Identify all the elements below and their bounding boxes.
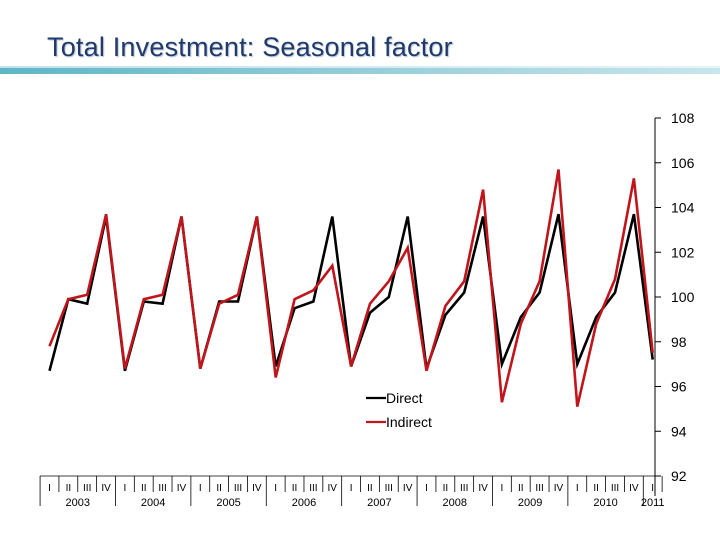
x-axis-quarter-label: III xyxy=(158,483,166,494)
x-axis-quarter-label: II xyxy=(141,483,147,494)
x-axis-quarter-label: I xyxy=(274,483,277,494)
x-axis-quarter-label: III xyxy=(309,483,317,494)
x-axis-quarter-label: IV xyxy=(629,483,639,494)
legend-label-indirect: Indirect xyxy=(386,414,432,430)
x-axis-quarter-label: I xyxy=(48,483,51,494)
x-axis-quarter-label: IV xyxy=(101,483,111,494)
y-axis-tick-label: 92 xyxy=(671,468,687,484)
x-axis-quarter-label: IV xyxy=(177,483,187,494)
x-axis-quarter-label: IV xyxy=(403,483,413,494)
x-axis-quarter-label: IV xyxy=(328,483,338,494)
x-axis-year-label: 2005 xyxy=(216,497,240,509)
y-axis-tick-label: 96 xyxy=(671,379,687,395)
x-axis-quarter-label: II xyxy=(216,483,222,494)
x-axis-quarter-label: I xyxy=(501,483,504,494)
x-axis-quarter-label: II xyxy=(443,483,449,494)
x-axis-quarter-label: I xyxy=(651,483,654,494)
x-axis-quarter-label: III xyxy=(385,483,393,494)
x-axis-quarter-label: III xyxy=(535,483,543,494)
x-axis-quarter-label: III xyxy=(460,483,468,494)
x-axis-year-label: 2007 xyxy=(367,497,391,509)
y-axis-tick-label: 102 xyxy=(671,244,695,260)
x-axis-year-label: 2006 xyxy=(292,497,316,509)
series-line-direct xyxy=(48,213,654,372)
x-axis-quarter-label: II xyxy=(292,483,298,494)
x-axis-quarter-label: III xyxy=(611,483,619,494)
x-axis-quarter-label: II xyxy=(367,483,373,494)
x-axis-year-label: 2004 xyxy=(141,497,165,509)
x-axis-quarter-label: II xyxy=(518,483,524,494)
x-axis-year-label: 2011 xyxy=(641,497,665,509)
y-axis-tick-label: 108 xyxy=(671,110,695,126)
y-axis-tick-label: 98 xyxy=(671,334,687,350)
x-axis-year-label: 2009 xyxy=(518,497,542,509)
x-axis-quarter-label: IV xyxy=(252,483,262,494)
legend-label-direct: Direct xyxy=(386,390,423,406)
x-axis-quarter-label: IV xyxy=(554,483,564,494)
x-axis-year-label: 2003 xyxy=(66,497,90,509)
y-axis-tick-label: 94 xyxy=(671,423,687,439)
x-axis-quarter-label: I xyxy=(199,483,202,494)
x-axis-year-label: 2008 xyxy=(443,497,467,509)
title-underline-highlight xyxy=(0,66,720,68)
x-axis-quarter-label: I xyxy=(124,483,127,494)
x-axis-quarter-label: IV xyxy=(478,483,488,494)
x-axis-quarter-label: II xyxy=(593,483,599,494)
series-line-indirect xyxy=(48,169,654,407)
x-axis-quarter-label: I xyxy=(425,483,428,494)
x-axis-quarter-label: III xyxy=(234,483,242,494)
y-axis-tick-label: 106 xyxy=(671,155,695,171)
x-axis-quarter-label: II xyxy=(66,483,72,494)
chart-title: Total Investment: Seasonal factor xyxy=(47,32,453,62)
x-axis-quarter-label: I xyxy=(350,483,353,494)
x-axis-quarter-label: III xyxy=(83,483,91,494)
y-axis-tick-label: 100 xyxy=(671,289,695,305)
title-underline-bar xyxy=(0,68,720,74)
x-axis-quarter-label: I xyxy=(576,483,579,494)
y-axis-tick-label: 104 xyxy=(671,200,695,216)
x-axis-year-label: 2010 xyxy=(593,497,617,509)
